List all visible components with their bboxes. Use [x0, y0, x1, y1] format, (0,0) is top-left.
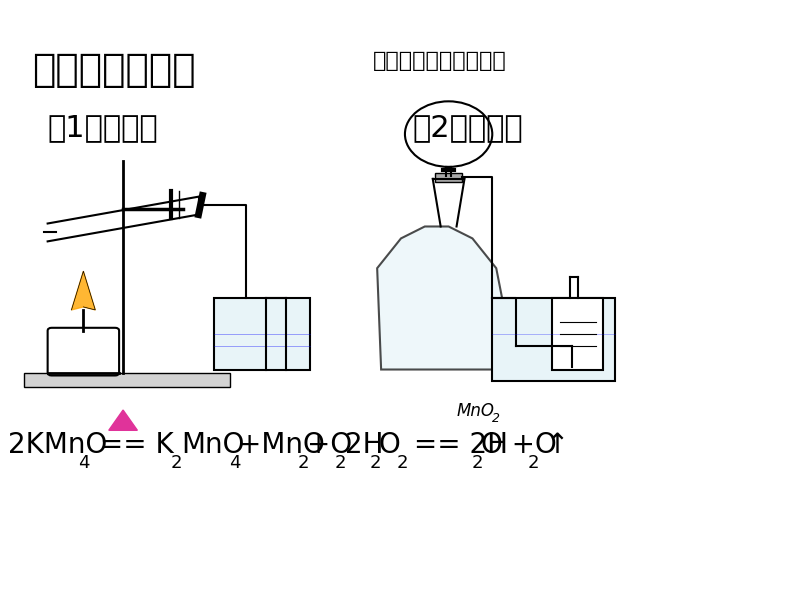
Text: +MnO: +MnO — [238, 431, 325, 459]
Text: == K: == K — [91, 431, 174, 459]
FancyBboxPatch shape — [552, 298, 603, 370]
Text: O: O — [379, 431, 400, 459]
Text: 4: 4 — [78, 454, 89, 472]
FancyBboxPatch shape — [492, 298, 615, 381]
Text: 2: 2 — [298, 454, 309, 472]
Text: 实验室制氧气的装置：: 实验室制氧气的装置： — [373, 51, 507, 71]
Polygon shape — [377, 226, 516, 370]
Text: MnO: MnO — [181, 431, 245, 459]
Text: 2: 2 — [369, 454, 380, 472]
Text: 2: 2 — [171, 454, 182, 472]
FancyBboxPatch shape — [435, 173, 462, 182]
Polygon shape — [71, 271, 95, 310]
Polygon shape — [109, 410, 137, 430]
Text: 2: 2 — [334, 454, 345, 472]
Text: 2: 2 — [472, 454, 483, 472]
FancyBboxPatch shape — [24, 372, 230, 387]
Text: ↑: ↑ — [537, 431, 569, 459]
Text: 2KMnO: 2KMnO — [8, 431, 107, 459]
Text: O +O: O +O — [481, 431, 557, 459]
Text: 第2种方法：: 第2种方法： — [413, 113, 523, 142]
Circle shape — [405, 101, 492, 167]
Text: 2: 2 — [396, 454, 407, 472]
Text: 2: 2 — [527, 454, 538, 472]
FancyBboxPatch shape — [214, 298, 310, 370]
Text: 二、装置的确定: 二、装置的确定 — [32, 51, 195, 89]
Text: 4: 4 — [229, 454, 240, 472]
Text: +O: +O — [307, 431, 353, 459]
Text: 2: 2 — [492, 412, 500, 425]
Text: 第1种方法：: 第1种方法： — [48, 113, 158, 142]
Text: MnO: MnO — [457, 402, 495, 420]
Text: == 2H: == 2H — [405, 431, 508, 459]
FancyBboxPatch shape — [48, 328, 119, 375]
Text: 2H: 2H — [345, 431, 384, 459]
